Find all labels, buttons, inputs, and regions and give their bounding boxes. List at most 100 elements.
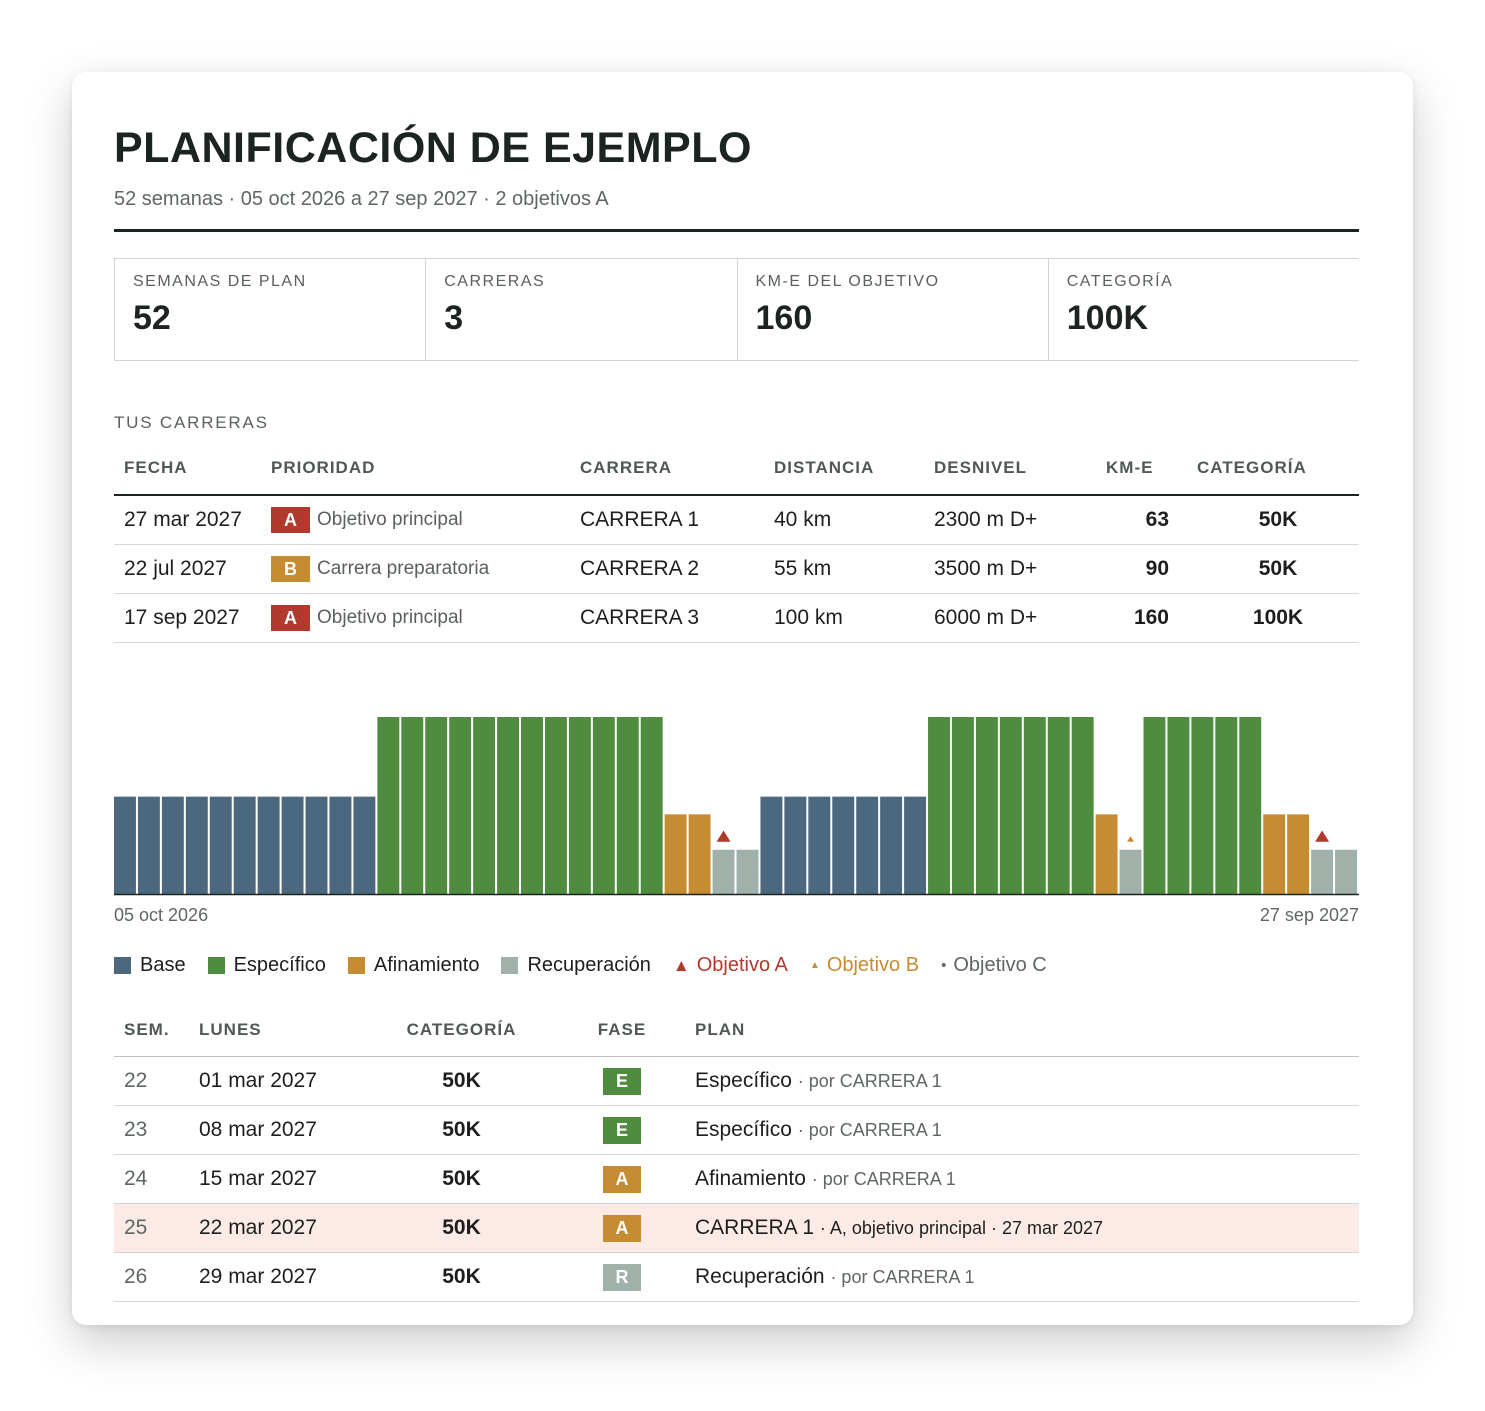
week-phase: A: [549, 1203, 685, 1253]
week-bar-32: [856, 796, 879, 894]
race-row: 27 mar 2027 A Objetivo principal CARRERA …: [114, 495, 1359, 545]
week-plan: Específico · por CARRERA 1: [685, 1056, 1359, 1106]
triangle-icon: ▲: [672, 955, 690, 975]
race-name: CARRERA 2: [570, 544, 764, 594]
phase-badge: A: [603, 1165, 641, 1193]
week-category: 50K: [364, 1105, 549, 1155]
legend-label: Recuperación: [527, 954, 651, 976]
week-bar-41: [1071, 717, 1094, 894]
plan-note: · por CARRERA 1: [830, 1267, 975, 1287]
legend-label: Objetivo C: [953, 954, 1047, 976]
week-bar-24: [664, 814, 687, 894]
week-monday: 29 mar 2027: [189, 1252, 364, 1302]
week-number: 24: [114, 1154, 189, 1204]
week-row: 26 29 mar 2027 50K R Recuperación · por …: [114, 1252, 1359, 1302]
race-elevation: 2300 m D+: [924, 495, 1096, 545]
col-monday: LUNES: [189, 1004, 364, 1057]
week-plan: CARRERA 1 · A, objetivo principal · 27 m…: [685, 1203, 1359, 1253]
week-bar-52: [1335, 849, 1357, 894]
dot-icon: •: [941, 957, 947, 974]
week-bar-38: [999, 717, 1022, 894]
race-date: 27 mar 2027: [114, 495, 261, 545]
race-row: 22 jul 2027 B Carrera preparatoria CARRER…: [114, 544, 1359, 594]
plan-label: Recuperación: [695, 1265, 825, 1288]
phase-badge: E: [603, 1116, 641, 1144]
priority-badge: A: [271, 605, 310, 631]
legend-item-especifico: Específico: [207, 954, 326, 977]
phase-badge: E: [603, 1067, 641, 1095]
week-bar-2: [137, 796, 160, 894]
chart-end-label: 27 sep 2027: [1259, 905, 1359, 925]
col-date: FECHA: [114, 442, 261, 496]
race-priority: B Carrera preparatoria: [261, 544, 570, 594]
race-date: 22 jul 2027: [114, 544, 261, 594]
week-bar-9: [305, 796, 328, 894]
week-bar-12: [377, 717, 400, 894]
race-marker-a: [1315, 830, 1330, 842]
week-bar-44: [1143, 717, 1166, 894]
stat-value: 52: [133, 299, 171, 337]
stat-label: SEMANAS DE PLAN: [133, 273, 307, 290]
small-triangle-icon: ▲: [809, 960, 820, 971]
plan-label: Específico: [695, 1069, 792, 1092]
weeks-table: SEM. LUNES CATEGORÍA FASE PLAN 22 01 mar…: [114, 1004, 1359, 1302]
week-phase: R: [549, 1252, 685, 1302]
stat-label: CATEGORÍA: [1066, 273, 1174, 290]
week-bar-14: [425, 717, 448, 894]
week-bar-35: [928, 717, 950, 894]
col-race: CARRERA: [570, 442, 764, 496]
plan-note: · A, objetivo principal · 27 mar 2027: [819, 1218, 1104, 1238]
week-number: 23: [114, 1105, 189, 1155]
week-category: 50K: [364, 1154, 549, 1204]
week-bar-19: [544, 717, 567, 894]
week-bar-46: [1191, 717, 1214, 894]
week-bar-45: [1167, 717, 1190, 894]
race-distance: 100 km: [764, 593, 924, 643]
week-bar-22: [616, 717, 639, 894]
week-row: 23 08 mar 2027 50K E Específico · por CA…: [114, 1105, 1359, 1155]
race-marker-a: [716, 830, 731, 842]
week-number: 26: [114, 1252, 189, 1302]
race-marker-b: [1127, 836, 1135, 842]
stat-value: 3: [444, 299, 464, 337]
legend-label: Objetivo A: [696, 954, 788, 976]
week-phase: E: [549, 1056, 685, 1106]
col-category: CATEGORÍA: [1187, 442, 1359, 496]
week-bar-39: [1023, 717, 1046, 894]
week-bar-20: [568, 717, 591, 894]
week-bar-50: [1287, 814, 1310, 894]
legend-label: Base: [140, 954, 186, 976]
base-swatch: [114, 957, 131, 974]
week-bar-37: [975, 717, 998, 894]
priority-text: Objetivo principal: [317, 509, 463, 530]
stat-label: CARRERAS: [444, 273, 546, 290]
legend-item-objetivo-a: ▲ Objetivo A: [673, 954, 788, 977]
week-category: 50K: [364, 1252, 549, 1302]
week-phase: E: [549, 1105, 685, 1155]
legend-item-objetivo-c: • Objetivo C: [941, 954, 1047, 977]
afinamiento-swatch: [347, 957, 365, 974]
week-monday: 15 mar 2027: [189, 1154, 364, 1204]
week-bar-51: [1311, 849, 1334, 894]
legend-item-afinamiento: Afinamiento: [347, 954, 480, 977]
race-priority: A Objetivo principal: [261, 495, 570, 545]
legend-item-recuperacion: Recuperación: [501, 954, 651, 977]
chart-legend: Base Específico Afinamiento Recuperación…: [114, 954, 1069, 977]
week-bar-28: [760, 796, 783, 894]
stat-value: 160: [755, 299, 813, 337]
race-kme: 63: [1096, 495, 1187, 545]
stat-value: 100K: [1066, 299, 1149, 337]
plan-note: · por CARRERA 1: [797, 1071, 942, 1091]
legend-label: Afinamiento: [373, 954, 480, 976]
stat-races: CARRERAS 3: [426, 258, 738, 361]
week-bar-42: [1095, 814, 1118, 894]
phase-chart: [114, 717, 1359, 896]
stat-target-kme: KM-E DEL OBJETIVO 160: [737, 258, 1049, 361]
week-category: 50K: [364, 1203, 549, 1253]
week-bar-13: [401, 717, 424, 894]
phase-badge: R: [603, 1263, 641, 1291]
races-section-label: TUS CARRERAS: [114, 413, 269, 432]
week-bar-40: [1047, 717, 1070, 894]
week-bar-3: [161, 796, 184, 894]
race-category: 50K: [1187, 544, 1359, 594]
